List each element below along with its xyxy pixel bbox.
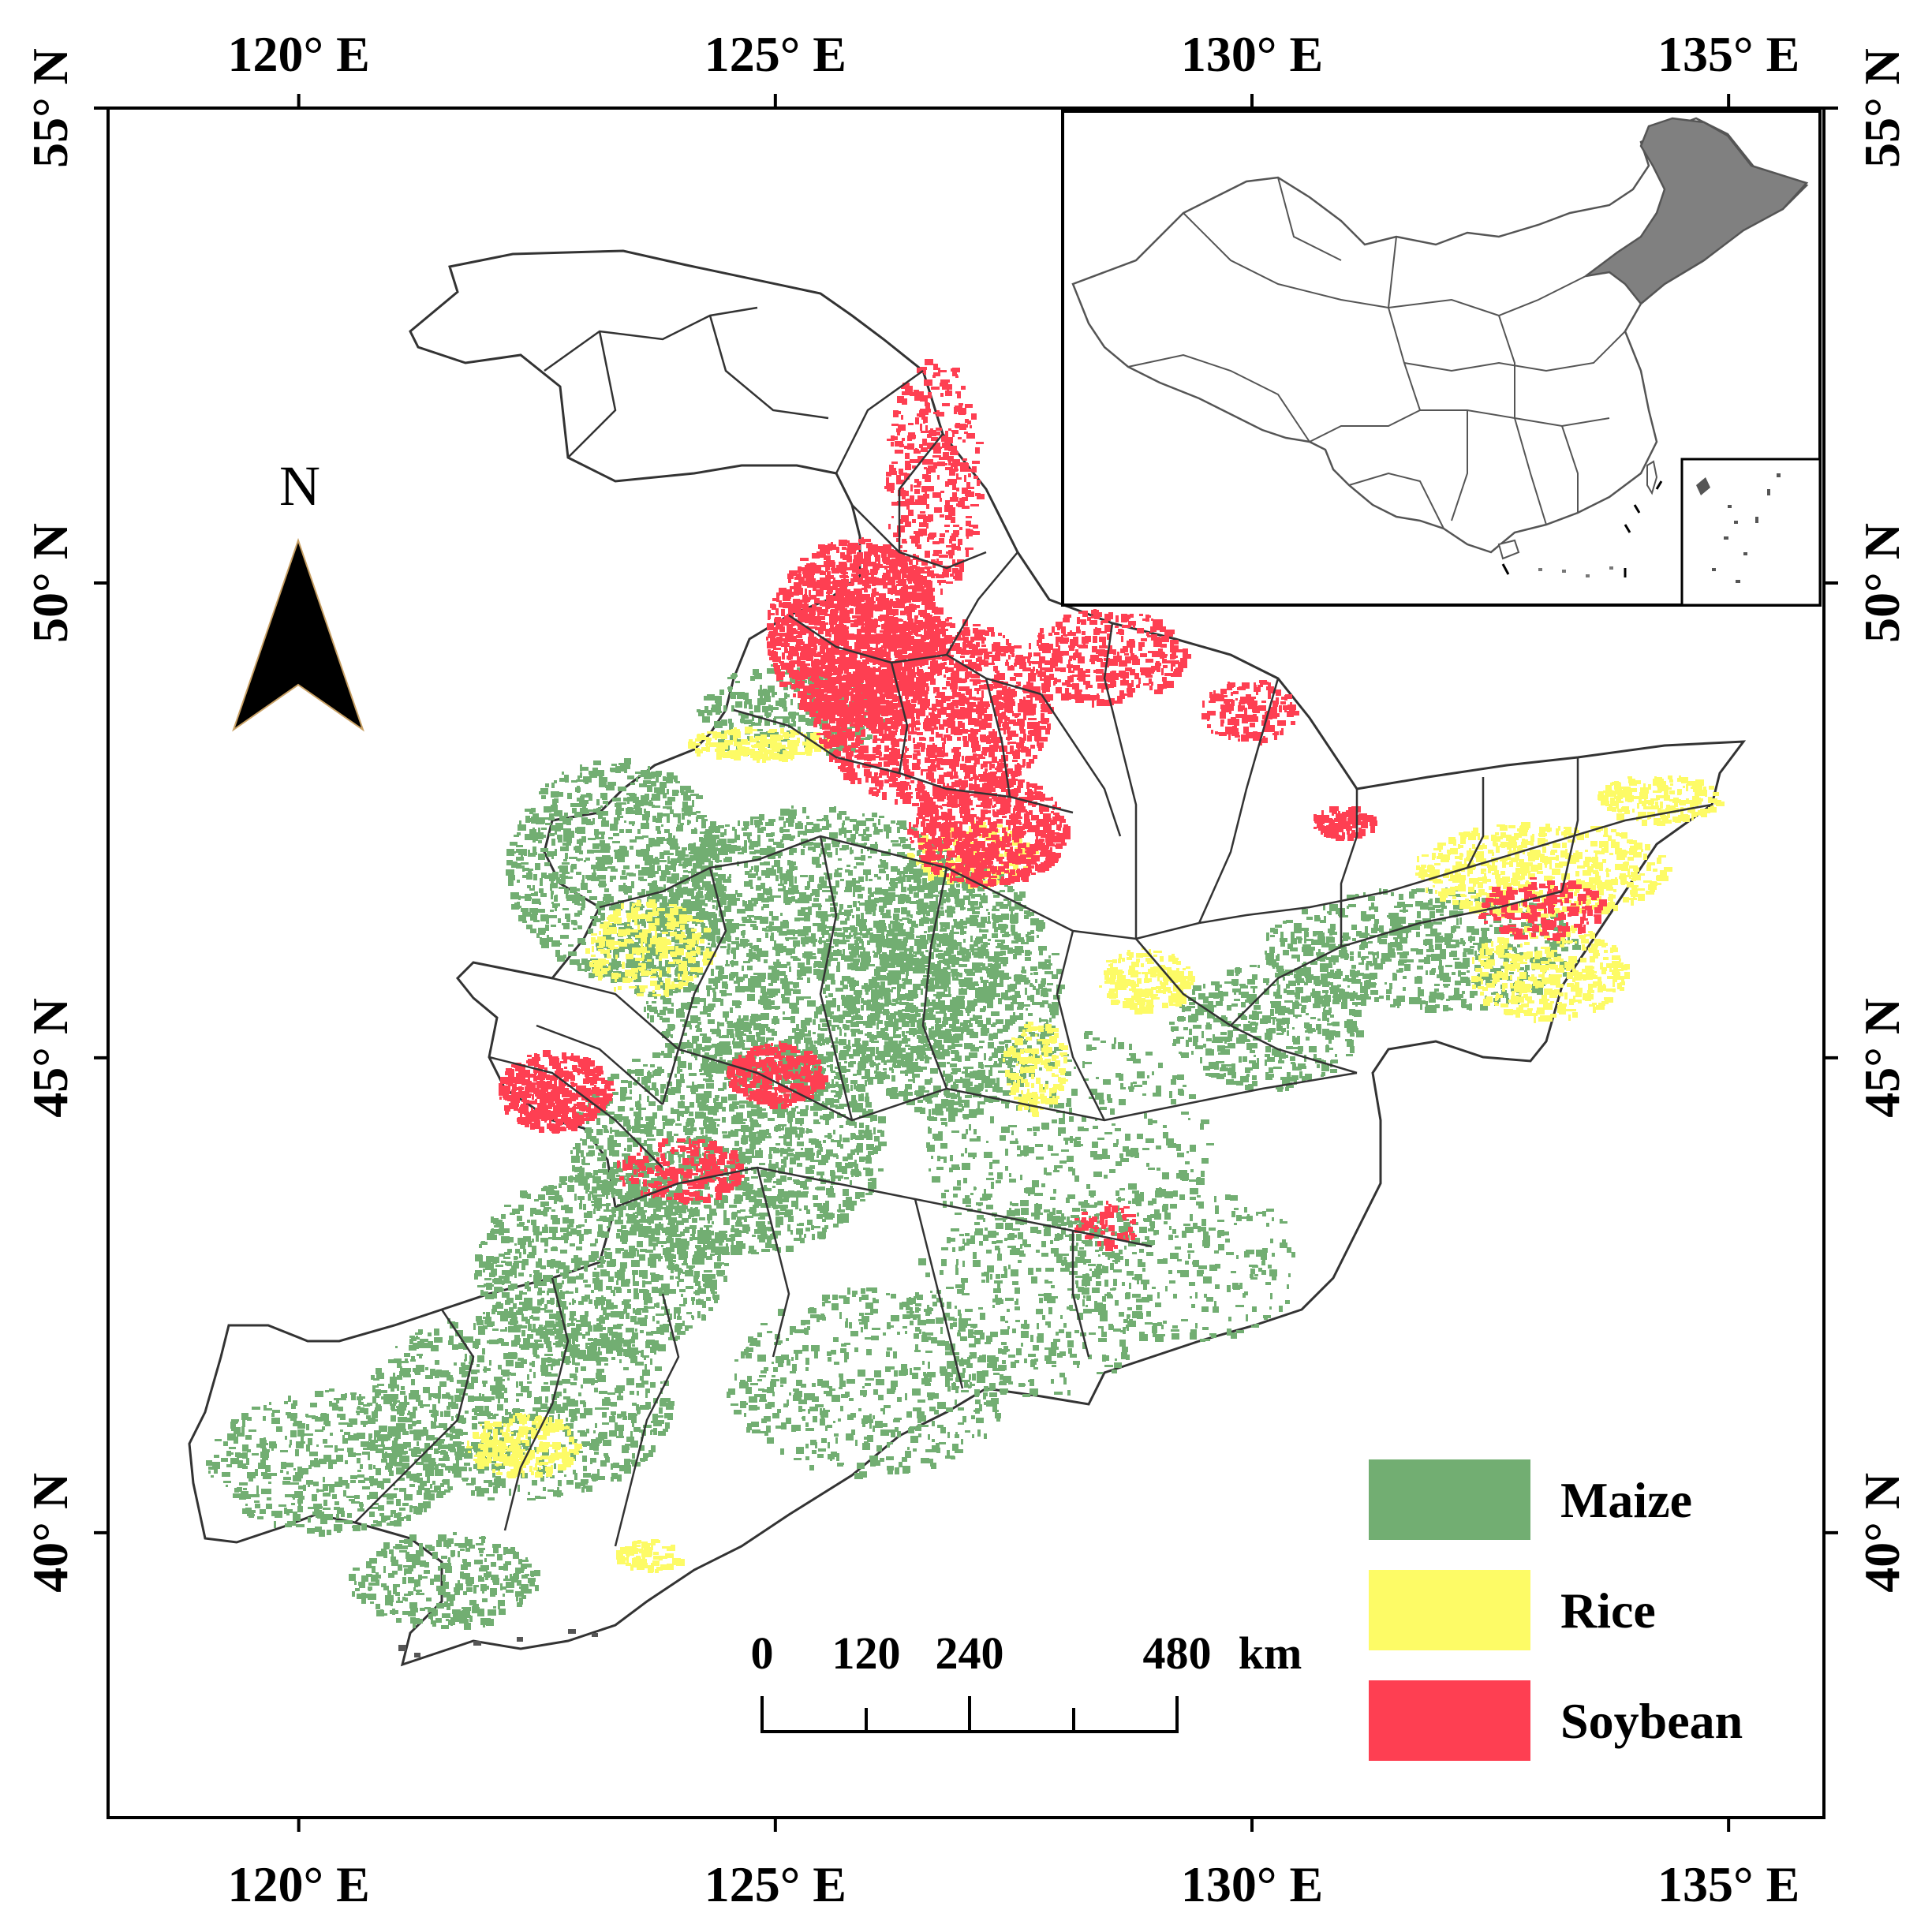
legend-item: Maize	[1369, 1459, 1692, 1540]
crop-area-maize	[206, 663, 1581, 1630]
lon-label-bottom: 130° E	[1181, 1856, 1323, 1912]
inset-northeast-highlight	[1585, 117, 1809, 305]
lat-label-left: 55° N	[22, 48, 78, 168]
lon-label-top: 125° E	[704, 26, 846, 82]
legend-item: Rice	[1369, 1570, 1656, 1650]
legend-swatch	[1369, 1680, 1530, 1761]
legend-swatch	[1369, 1570, 1530, 1650]
coastal-islands	[398, 1629, 598, 1657]
lat-label-right: 45° N	[1854, 998, 1910, 1118]
scale-bar-tick-label: 0	[751, 1627, 774, 1679]
legend-label: Rice	[1560, 1583, 1656, 1639]
lat-label-right: 55° N	[1854, 48, 1910, 168]
legend-label: Maize	[1560, 1472, 1692, 1528]
map-frame	[107, 107, 1825, 1819]
scale-bar-unit: km	[1239, 1627, 1302, 1679]
scale-bar-tick-label: 480	[1143, 1627, 1212, 1679]
crop-pixels-soybean	[499, 359, 1607, 1251]
frame-ticks	[94, 94, 1838, 1832]
scale-bar-tick-label: 240	[936, 1627, 1004, 1679]
scale-bar-labels: 0 120 240 480 km	[751, 1627, 1302, 1679]
legend-item: Soybean	[1369, 1680, 1743, 1761]
lon-labels-bottom: 120° E 125° E 130° E 135° E	[228, 1856, 1800, 1912]
north-arrow: N	[232, 454, 364, 732]
scale-bar-tick-label: 120	[832, 1627, 901, 1679]
lat-label-left: 50° N	[22, 523, 78, 643]
legend-swatch	[1369, 1459, 1530, 1540]
crop-area-soybean	[499, 359, 1607, 1251]
inset-map	[1061, 110, 1822, 607]
crop-pixels-maize	[206, 663, 1581, 1630]
inset-south-china-sea-detail	[1696, 473, 1781, 583]
inset-province-lines	[1127, 177, 1626, 529]
lon-label-bottom: 135° E	[1657, 1856, 1799, 1912]
inset-nine-dash	[1501, 480, 1663, 577]
county-boundaries	[354, 306, 1713, 1547]
legend-label: Soybean	[1560, 1693, 1743, 1749]
lon-label-top: 130° E	[1181, 26, 1323, 82]
scale-bar: 0 120 240 480 km	[751, 1627, 1302, 1733]
lat-labels-right: 55° N 50° N 45° N 40° N	[1854, 48, 1910, 1593]
inset-taiwan	[1646, 460, 1658, 495]
inset-sea-islands	[1538, 566, 1613, 577]
lon-label-top: 120° E	[228, 26, 370, 82]
lon-labels-top: 120° E 125° E 130° E 135° E	[228, 26, 1800, 82]
lat-label-right: 50° N	[1854, 523, 1910, 643]
lon-label-top: 135° E	[1657, 26, 1799, 82]
inset-hainan	[1497, 539, 1520, 560]
lat-label-left: 45° N	[22, 998, 78, 1118]
scale-bar-line	[760, 1696, 1179, 1733]
lat-label-right: 40° N	[1854, 1473, 1910, 1593]
lat-labels-left: 55° N 50° N 45° N 40° N	[22, 48, 78, 1593]
legend: Maize Rice Soybean	[1369, 1459, 1743, 1761]
lon-label-bottom: 125° E	[704, 1856, 846, 1912]
lon-label-bottom: 120° E	[228, 1856, 370, 1912]
north-arrow-icon	[232, 537, 364, 732]
north-arrow-label: N	[279, 454, 320, 518]
lat-label-left: 40° N	[22, 1473, 78, 1593]
